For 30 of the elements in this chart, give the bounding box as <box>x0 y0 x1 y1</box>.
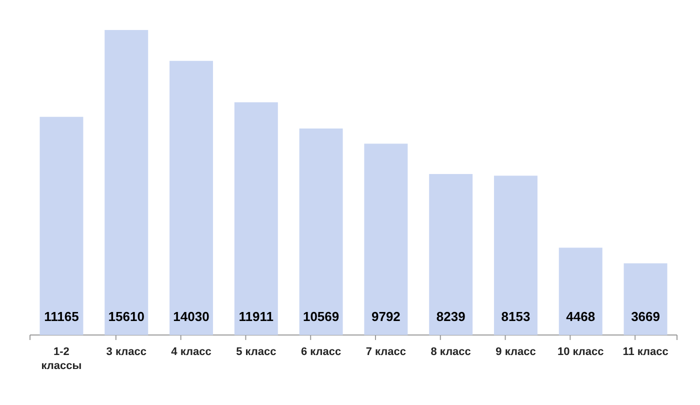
bar <box>234 102 278 335</box>
x-tick-label: 9 класс <box>496 346 536 358</box>
x-tick-label: 7 класс <box>366 346 406 358</box>
data-label: 11911 <box>238 309 274 324</box>
data-label: 8153 <box>501 309 530 324</box>
data-label: 11165 <box>44 309 79 324</box>
data-label: 4468 <box>566 309 596 324</box>
x-tick-label: 5 класс <box>236 346 276 358</box>
data-label: 9792 <box>371 309 400 324</box>
x-tick-label: 3 класс <box>106 346 146 358</box>
bar <box>624 263 668 335</box>
data-label: 15610 <box>108 309 144 324</box>
x-tick-label: 8 класс <box>430 346 471 358</box>
data-label: 3669 <box>631 309 660 324</box>
bar <box>170 60 214 335</box>
data-label: 8239 <box>436 309 466 324</box>
x-tick-label: 1-2 классы <box>41 346 82 372</box>
data-label: 14030 <box>173 309 210 324</box>
bar <box>104 30 148 335</box>
bar <box>558 248 602 335</box>
x-tick-label: 4 класс <box>171 346 212 358</box>
bar <box>299 128 343 335</box>
bar <box>494 176 538 335</box>
x-tick-label: 11 класс <box>622 346 668 358</box>
x-tick-label: 10 класс <box>557 346 604 358</box>
bar <box>364 144 408 335</box>
bar <box>40 116 84 335</box>
x-tick-label: 6 класс <box>300 346 342 358</box>
bar <box>429 174 473 335</box>
data-label: 10569 <box>302 309 340 324</box>
